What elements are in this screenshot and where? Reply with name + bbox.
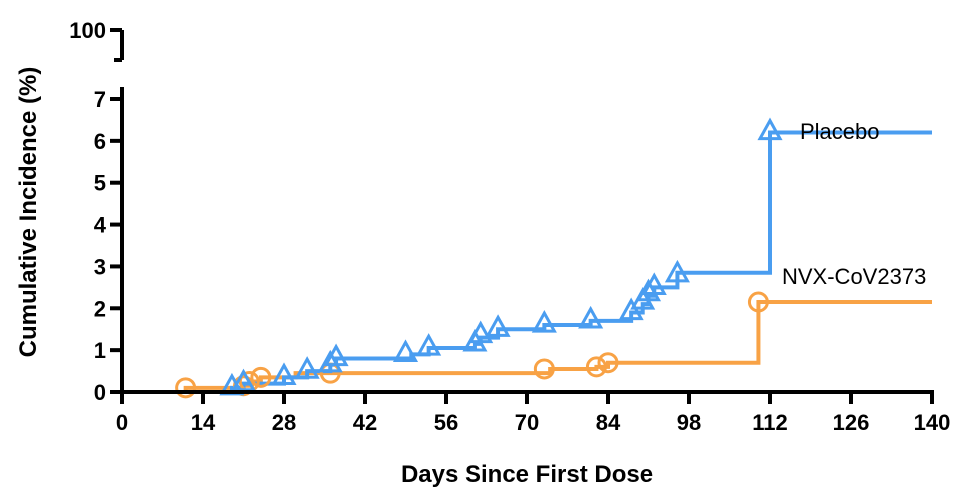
y-tick-label-1: 1 xyxy=(94,338,106,363)
x-tick-label-1: 14 xyxy=(191,410,216,435)
placebo-marker-5 xyxy=(323,343,349,367)
nvx-cov2373-marker-0 xyxy=(175,377,197,399)
y-tick-label-4: 4 xyxy=(94,213,107,238)
placebo-marker-3 xyxy=(294,356,320,379)
placebo-marker-6 xyxy=(392,339,419,362)
placebo-marker-17 xyxy=(664,259,690,283)
x-tick-label-8: 112 xyxy=(752,410,788,435)
x-tick-label-7: 98 xyxy=(677,410,701,435)
series-layer xyxy=(122,117,932,399)
x-tick-label-6: 84 xyxy=(596,410,621,435)
y-axis-title: Cumulative Incidence (%) xyxy=(15,67,42,358)
x-tick-label-9: 126 xyxy=(833,410,870,435)
nvx-cov2373-marker-6 xyxy=(585,356,607,378)
x-tick-label-5: 70 xyxy=(515,410,539,435)
nvx-cov2373-marker-5 xyxy=(533,358,555,380)
x-tick-label-2: 28 xyxy=(272,410,296,435)
nvx-cov2373-marker-8 xyxy=(747,291,769,313)
y-tick-label-3: 3 xyxy=(94,254,106,279)
placebo-marker-2 xyxy=(271,362,297,385)
series-label-placebo: Placebo xyxy=(800,119,880,144)
placebo-marker-7 xyxy=(416,333,442,356)
placebo-marker-11 xyxy=(531,310,557,333)
placebo-marker-4 xyxy=(317,349,343,373)
x-axis-title: Days Since First Dose xyxy=(401,461,653,487)
placebo-line xyxy=(122,130,932,394)
labels-layer: 0 14 28 42 56 70 84 98 112 126 14001234567100Days … xyxy=(15,18,950,487)
y-tick-label-5: 5 xyxy=(94,171,106,196)
placebo-marker-9 xyxy=(468,320,494,344)
placebo-marker-10 xyxy=(485,314,511,337)
axes-layer xyxy=(110,28,934,404)
placebo-marker-16 xyxy=(641,272,667,295)
x-tick-label-3: 42 xyxy=(353,410,377,435)
series-label-nvx-cov2373: NVX-CoV2373 xyxy=(782,264,926,289)
y-tick-label-6: 6 xyxy=(94,129,106,154)
placebo-marker-15 xyxy=(635,278,662,302)
x-tick-label-0: 0 xyxy=(116,410,128,435)
y-break-tick-label: 100 xyxy=(69,18,106,43)
x-tick-label-10: 140 xyxy=(914,410,951,435)
x-tick-label-4: 56 xyxy=(434,410,458,435)
y-tick-label-0: 0 xyxy=(94,380,106,405)
y-tick-label-2: 2 xyxy=(94,296,106,321)
y-tick-label-7: 7 xyxy=(94,87,106,112)
nvx-cov2373-marker-7 xyxy=(597,352,619,374)
placebo-marker-18 xyxy=(757,117,783,141)
nvx-cov2373-marker-3 xyxy=(250,366,272,388)
nvx-cov2373-line xyxy=(122,300,932,394)
placebo-marker-12 xyxy=(578,305,604,329)
placebo-marker-1 xyxy=(230,368,257,392)
